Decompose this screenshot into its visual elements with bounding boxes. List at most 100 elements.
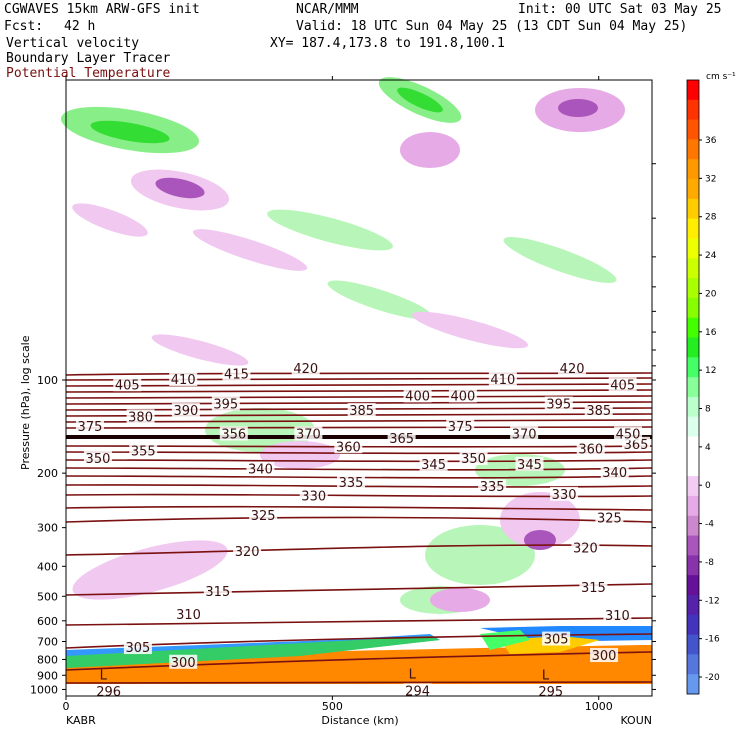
theta-contour — [65, 426, 653, 429]
colorbar-swatch — [687, 179, 699, 200]
theta-label-bg — [169, 372, 198, 386]
theta-contour-label: 340 — [248, 463, 273, 478]
theta-contour — [65, 617, 653, 626]
x-tick-label: 1000 — [585, 700, 613, 713]
colorbar-label: -4 — [705, 520, 714, 530]
theta-contour-label: 400 — [450, 389, 475, 404]
theta-contour-label: 320 — [235, 545, 260, 560]
colorbar-label: 36 — [705, 136, 717, 146]
theta-label-bg — [403, 683, 432, 698]
theta-contour-label: 390 — [173, 404, 198, 419]
downdraft-region — [400, 132, 460, 168]
theta-label-bg — [608, 377, 637, 392]
theta-label-bg — [387, 430, 416, 445]
theta-contour-label: 365 — [624, 438, 649, 453]
forecast-hour: 42 h — [64, 19, 96, 34]
theta-contour-label: 375 — [448, 420, 473, 435]
theta-contour-label: 385 — [349, 404, 374, 419]
theta-contour-label: 420 — [560, 362, 585, 377]
downdraft-region — [72, 540, 228, 600]
theta-contour-label: 300 — [592, 649, 617, 664]
colorbar-swatch — [687, 614, 699, 636]
theta-label-bg — [123, 640, 152, 655]
theta-label-bg — [584, 403, 613, 418]
theta-contour-label: 335 — [339, 476, 364, 491]
field-potential-temperature: Potential Temperature — [6, 66, 171, 81]
theta-label-bg — [337, 474, 366, 489]
theta-label-bg — [600, 465, 629, 480]
theta-contour-label: 405 — [610, 378, 635, 393]
theta-label-bg — [446, 419, 475, 434]
theta-contour-label: 370 — [296, 427, 321, 442]
colorbar-swatch — [687, 555, 699, 576]
colorbar-label: -16 — [705, 635, 720, 645]
colorbar-swatch — [687, 575, 699, 596]
updraft-region — [267, 209, 393, 251]
theta-contour-label: 310 — [605, 609, 630, 624]
updraft-region — [327, 280, 433, 320]
colorbar-swatch — [687, 159, 699, 180]
updraft-region — [205, 408, 315, 452]
theta-label-bg — [579, 579, 608, 594]
colorbar-label: -8 — [705, 558, 714, 568]
theta-contour-label: 360 — [578, 443, 603, 458]
colorbar-swatch — [687, 337, 699, 358]
updraft-region — [425, 525, 535, 585]
theta-contour-label: 395 — [213, 398, 238, 413]
theta-label-bg — [419, 456, 448, 471]
theta-contour — [65, 459, 653, 463]
theta-label-bg — [94, 684, 123, 699]
colorbar-label: 28 — [705, 213, 717, 223]
theta-contour-label: 400 — [405, 389, 430, 404]
theta-contour-label: 420 — [293, 362, 318, 377]
downdraft-region — [411, 311, 529, 349]
theta-contour-label: 325 — [251, 509, 276, 524]
theta-label-bg — [478, 479, 507, 494]
theta-contour-label: 370 — [512, 427, 537, 442]
theta-contour — [65, 583, 653, 596]
theta-label-bg — [211, 396, 240, 411]
theta-contour-label: 325 — [597, 511, 622, 526]
theta-contour-label: 310 — [176, 608, 201, 623]
theta-contour-label: 385 — [586, 404, 611, 419]
downdraft-region — [192, 229, 308, 271]
theta-contour-label: 340 — [602, 466, 627, 481]
theta-label-bg — [233, 544, 262, 559]
theta-contour-label: 410 — [490, 373, 515, 388]
theta-label-bg — [515, 456, 544, 471]
theta-label-bg — [590, 648, 619, 663]
colorbar-swatch — [687, 198, 699, 220]
low-marker: L — [409, 668, 417, 683]
theta-contour-label: 405 — [115, 378, 140, 393]
theta-label-bg — [448, 388, 477, 403]
distance-axis: 0 500 1000 — [63, 76, 613, 713]
theta-contour-label: 450 — [616, 427, 641, 442]
theta-contour-label: 365 — [389, 432, 414, 447]
boundary-layer-top-band — [66, 636, 440, 668]
y-axis-label: Pressure (hPa), log scale — [19, 335, 32, 470]
theta-contour-label: 300 — [171, 656, 196, 671]
colorbar-swatch — [687, 238, 699, 259]
theta-contour-label: 315 — [205, 585, 230, 600]
downdraft-core — [524, 530, 556, 550]
theta-label-bg — [246, 461, 275, 476]
colorbar-swatch — [687, 674, 699, 695]
colorbar-label: 16 — [705, 328, 717, 338]
updraft-core — [397, 87, 443, 113]
theta-label-bg — [83, 450, 112, 465]
theta-label-bg — [536, 684, 565, 699]
theta-contour-label: 305 — [544, 633, 569, 648]
colorbar-swatch — [687, 654, 699, 675]
theta-contour-label: 395 — [546, 398, 571, 413]
y-tick-label: 900 — [37, 669, 58, 682]
colorbar-swatch — [687, 396, 699, 418]
colorbar-swatch — [687, 456, 699, 477]
theta-contour-label: 350 — [461, 452, 486, 467]
theta-contour — [65, 544, 653, 556]
theta-label-bg — [113, 377, 142, 392]
colorbar-swatch — [687, 297, 699, 319]
colorbar-swatch — [687, 278, 699, 299]
colorbar-label: 12 — [705, 366, 716, 376]
theta-contour-label: 345 — [421, 458, 446, 473]
theta-contour-label: 315 — [581, 581, 606, 596]
